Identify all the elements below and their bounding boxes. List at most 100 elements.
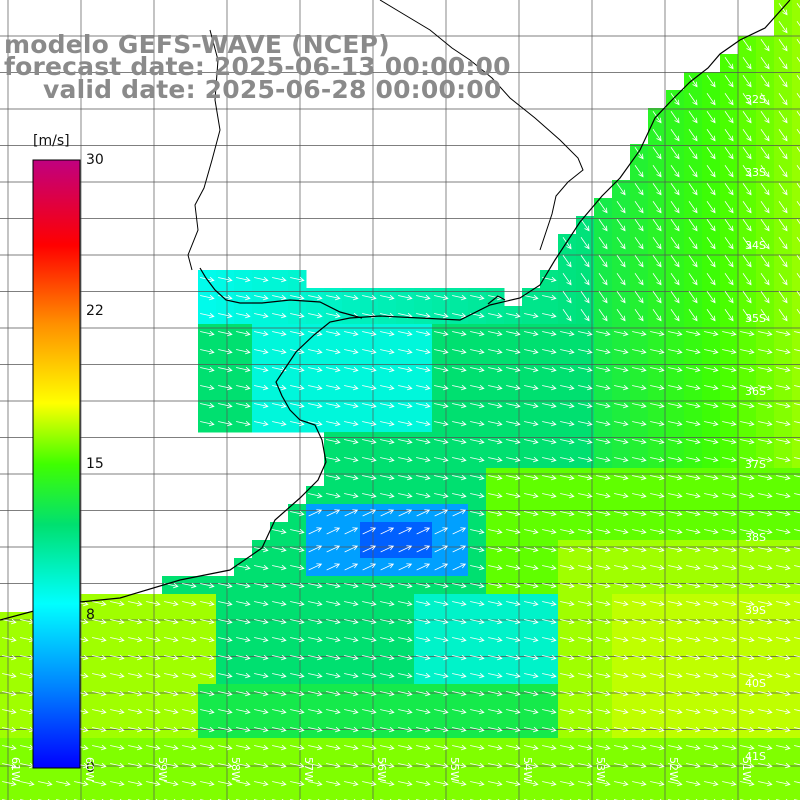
wind-speed-cell xyxy=(792,342,800,361)
wind-arrow xyxy=(434,636,449,643)
wind-arrow xyxy=(290,636,305,643)
wind-arrow xyxy=(110,708,125,715)
wind-arrow xyxy=(614,366,629,373)
wind-arrow xyxy=(560,654,575,661)
wind-arrow xyxy=(778,21,788,34)
wind-arrow xyxy=(146,780,161,787)
wind-arrow xyxy=(668,726,683,733)
wind-speed-cell xyxy=(648,792,667,800)
wind-arrow xyxy=(362,744,377,751)
wind-speed-cell xyxy=(126,792,145,800)
wind-arrow xyxy=(362,600,377,607)
wind-arrow xyxy=(650,348,665,355)
wind-arrow xyxy=(632,564,647,571)
wind-speed-cell xyxy=(792,756,800,775)
wind-arrow xyxy=(758,510,773,517)
wind-arrow xyxy=(434,744,449,751)
wind-arrow xyxy=(542,312,557,319)
wind-arrow xyxy=(200,402,215,409)
wind-arrow xyxy=(796,3,800,9)
wind-arrow xyxy=(758,672,773,679)
wind-arrow xyxy=(398,330,413,337)
wind-arrow xyxy=(488,636,503,643)
wind-arrow xyxy=(488,402,503,409)
wind-arrow xyxy=(326,780,341,787)
wind-arrow xyxy=(560,636,575,643)
lat-label: 34S xyxy=(745,239,766,252)
wind-arrow xyxy=(614,672,629,679)
wind-speed-cell xyxy=(414,792,433,800)
wind-arrow xyxy=(686,456,701,463)
wind-arrow xyxy=(776,564,791,571)
wind-arrow xyxy=(290,780,305,787)
wind-arrow xyxy=(794,421,800,424)
wind-arrow xyxy=(380,492,395,499)
wind-arrow xyxy=(794,385,800,388)
wind-arrow xyxy=(2,636,17,643)
wind-arrow xyxy=(362,456,377,463)
wind-arrow xyxy=(776,654,791,661)
wind-arrow xyxy=(722,546,737,553)
wind-speed-cell xyxy=(180,792,199,800)
wind-arrow xyxy=(724,219,734,232)
wind-arrow xyxy=(560,618,575,625)
wind-arrow xyxy=(398,527,413,535)
wind-arrow xyxy=(758,690,773,697)
wind-arrow xyxy=(254,708,269,715)
wind-arrow xyxy=(128,744,143,751)
wind-arrow xyxy=(362,582,377,589)
wind-arrow xyxy=(452,563,467,571)
wind-arrow xyxy=(470,546,485,553)
wind-arrow xyxy=(380,474,395,481)
valid-date: valid date: 2025-06-28 00:00:00 xyxy=(43,75,502,104)
wind-speed-cell xyxy=(54,792,73,800)
wind-arrow xyxy=(470,564,485,571)
wind-arrow xyxy=(632,438,647,445)
wind-arrow xyxy=(542,780,557,787)
wind-speed-cell xyxy=(792,486,800,505)
wind-arrow xyxy=(218,618,233,625)
wind-arrow xyxy=(218,726,233,733)
wind-arrow xyxy=(2,672,17,679)
wind-arrow xyxy=(308,402,323,409)
lon-label: 54W xyxy=(521,757,534,782)
wind-arrow xyxy=(668,582,683,589)
wind-arrow xyxy=(668,456,683,463)
wind-arrow xyxy=(506,312,521,319)
wind-arrow xyxy=(434,492,449,499)
wind-arrow xyxy=(56,780,71,787)
wind-arrow xyxy=(542,564,557,571)
wind-arrow xyxy=(200,348,215,355)
wind-arrow xyxy=(182,690,197,697)
wind-arrow xyxy=(686,348,701,355)
wind-arrow xyxy=(760,201,770,214)
wind-arrow xyxy=(488,564,503,571)
wind-arrow xyxy=(308,527,323,535)
wind-speed-cell xyxy=(792,522,800,541)
wind-arrow xyxy=(650,474,665,481)
wind-arrow xyxy=(344,456,359,463)
wind-arrow xyxy=(308,563,323,571)
wind-arrow xyxy=(704,672,719,679)
wind-arrow xyxy=(614,492,629,499)
wind-arrow xyxy=(652,147,662,160)
wind-arrow xyxy=(794,601,800,604)
wind-arrow xyxy=(668,744,683,751)
wind-arrow xyxy=(560,420,575,427)
wind-arrow xyxy=(632,420,647,427)
wind-arrow xyxy=(470,510,485,517)
wind-arrow xyxy=(470,762,485,769)
wind-arrow xyxy=(128,780,143,787)
wind-arrow xyxy=(506,402,521,409)
wind-arrow xyxy=(164,690,179,697)
wind-arrow xyxy=(560,384,575,391)
wind-arrow xyxy=(616,219,626,232)
wind-arrow xyxy=(596,762,611,769)
wind-arrow xyxy=(560,492,575,499)
wind-arrow xyxy=(452,582,467,589)
wind-speed-cell xyxy=(792,180,800,199)
wind-arrow xyxy=(506,546,521,553)
wind-arrow xyxy=(560,672,575,679)
wind-arrow xyxy=(704,366,719,373)
wind-arrow xyxy=(776,402,791,409)
